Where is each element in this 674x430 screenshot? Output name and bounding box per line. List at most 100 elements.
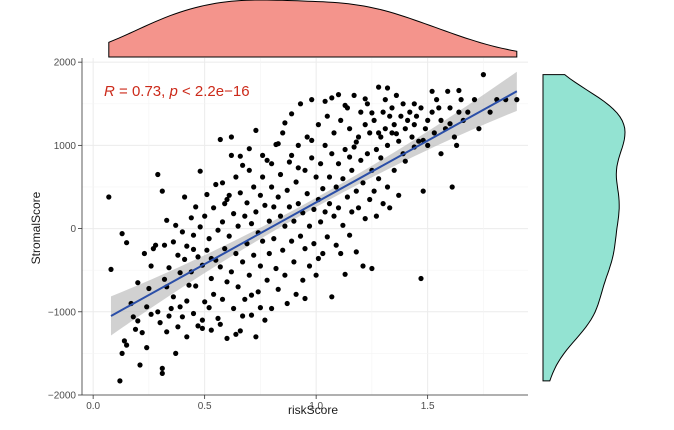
- data-point: [240, 259, 246, 265]
- data-point: [195, 254, 201, 260]
- data-point: [237, 190, 243, 196]
- data-point: [132, 326, 139, 332]
- y-tick-label: 2000: [54, 58, 77, 69]
- x-tick-label: 0.0: [86, 401, 100, 412]
- data-point: [219, 296, 226, 302]
- data-point: [389, 105, 395, 111]
- data-point: [219, 219, 226, 225]
- y-tick-label: −2000: [48, 391, 77, 402]
- data-point: [257, 192, 263, 198]
- data-point: [329, 294, 335, 300]
- data-point: [380, 201, 386, 207]
- data-point: [277, 171, 284, 178]
- data-point: [445, 88, 451, 94]
- data-point: [190, 246, 197, 252]
- data-point: [155, 171, 161, 178]
- data-point: [177, 304, 183, 310]
- data-point: [211, 205, 217, 211]
- data-point: [353, 188, 359, 194]
- data-point: [240, 313, 246, 319]
- data-point: [164, 217, 170, 223]
- right-marginal-density: [542, 74, 626, 382]
- data-point: [293, 291, 299, 297]
- data-point: [358, 157, 364, 163]
- data-point: [302, 167, 308, 173]
- data-point: [304, 191, 310, 197]
- data-point: [320, 186, 326, 192]
- data-point: [161, 276, 168, 282]
- data-point: [260, 174, 266, 180]
- data-point: [106, 194, 112, 200]
- data-point: [264, 277, 270, 283]
- data-point: [355, 205, 362, 211]
- data-point: [436, 105, 442, 111]
- data-point: [322, 209, 328, 215]
- data-point: [144, 345, 150, 351]
- data-point: [269, 305, 275, 312]
- data-point: [240, 162, 246, 168]
- data-point: [342, 271, 348, 277]
- data-point: [295, 165, 301, 171]
- data-point: [282, 272, 288, 278]
- data-point: [411, 101, 417, 107]
- data-point: [286, 159, 292, 165]
- data-point: [124, 342, 130, 348]
- data-point: [148, 311, 154, 317]
- data-point: [197, 224, 203, 230]
- data-point: [295, 201, 301, 207]
- data-point: [193, 204, 199, 210]
- data-point: [224, 335, 230, 341]
- annotation-r: R: [104, 83, 115, 100]
- data-point: [146, 285, 152, 292]
- data-point: [166, 313, 172, 319]
- data-point: [199, 317, 205, 323]
- data-point: [322, 98, 328, 104]
- data-point: [135, 318, 141, 324]
- data-point: [311, 206, 317, 212]
- data-point: [257, 305, 263, 311]
- data-point: [248, 312, 255, 318]
- top-marginal-density: [108, 0, 518, 58]
- data-point: [302, 246, 308, 252]
- data-point: [425, 117, 431, 123]
- data-point: [425, 142, 431, 148]
- data-point: [451, 134, 457, 140]
- data-point: [335, 161, 342, 167]
- data-point: [235, 284, 241, 290]
- data-point: [204, 191, 210, 198]
- data-point: [139, 330, 145, 336]
- data-point: [429, 109, 435, 115]
- data-point: [344, 194, 350, 200]
- data-point: [177, 270, 183, 276]
- data-point: [349, 209, 355, 215]
- data-point: [291, 259, 297, 265]
- annotation-p: p: [168, 83, 177, 100]
- data-point: [382, 126, 388, 132]
- data-point: [326, 174, 333, 180]
- data-point: [248, 221, 255, 227]
- data-point: [333, 242, 339, 248]
- data-point: [360, 263, 366, 269]
- data-point: [391, 122, 397, 128]
- data-point: [275, 194, 281, 200]
- data-point: [398, 113, 404, 119]
- data-point: [168, 305, 174, 312]
- data-point: [318, 161, 324, 167]
- data-point: [289, 152, 295, 158]
- data-point: [255, 289, 261, 295]
- data-point: [335, 205, 342, 211]
- data-point: [153, 242, 159, 248]
- data-point: [297, 233, 304, 239]
- data-point: [335, 92, 342, 98]
- data-point: [476, 126, 482, 132]
- data-point: [289, 111, 295, 117]
- data-point: [206, 236, 212, 242]
- data-point: [447, 105, 453, 111]
- data-point: [184, 298, 190, 304]
- data-point: [362, 216, 368, 222]
- data-point: [266, 250, 272, 257]
- data-point: [304, 134, 310, 140]
- y-tick-label: −1000: [48, 307, 77, 318]
- data-point: [438, 151, 444, 157]
- data-point: [117, 378, 123, 384]
